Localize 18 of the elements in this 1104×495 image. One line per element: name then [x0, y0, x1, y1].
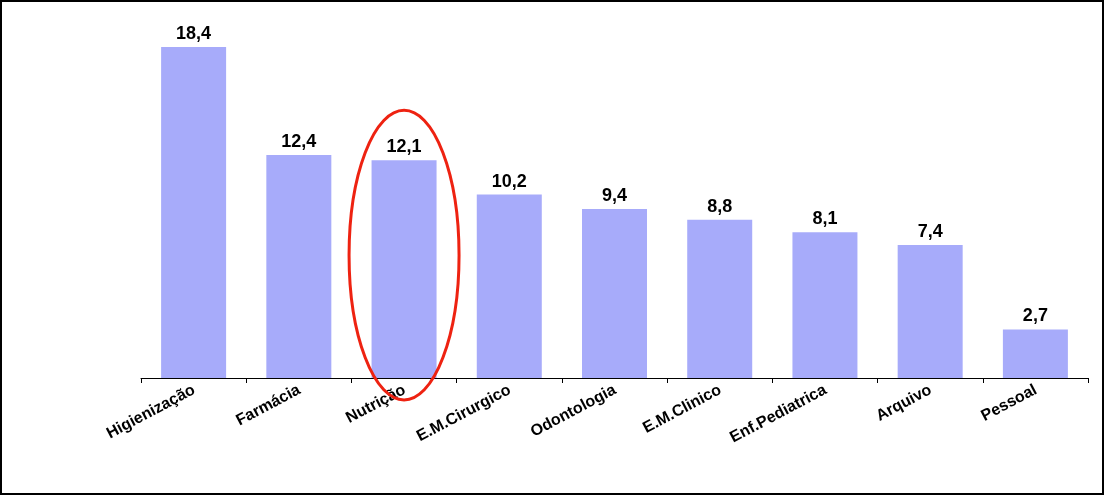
bar	[266, 154, 332, 378]
data-label: 8,1	[812, 208, 838, 229]
bar	[687, 219, 753, 378]
data-label: 10,2	[491, 170, 527, 191]
bar	[582, 208, 647, 378]
data-label: 9,4	[601, 184, 628, 205]
data-label: 12,1	[386, 136, 422, 157]
data-label: 18,4	[176, 23, 212, 43]
data-label: 8,8	[707, 195, 733, 216]
bar	[792, 232, 858, 378]
bar	[371, 160, 437, 378]
data-label: 12,4	[281, 130, 317, 151]
data-label: 2,7	[1022, 305, 1048, 326]
bar	[476, 194, 542, 378]
data-label: 7,4	[917, 220, 943, 241]
bar	[897, 244, 963, 378]
bar	[161, 47, 227, 378]
bar	[1002, 329, 1068, 378]
